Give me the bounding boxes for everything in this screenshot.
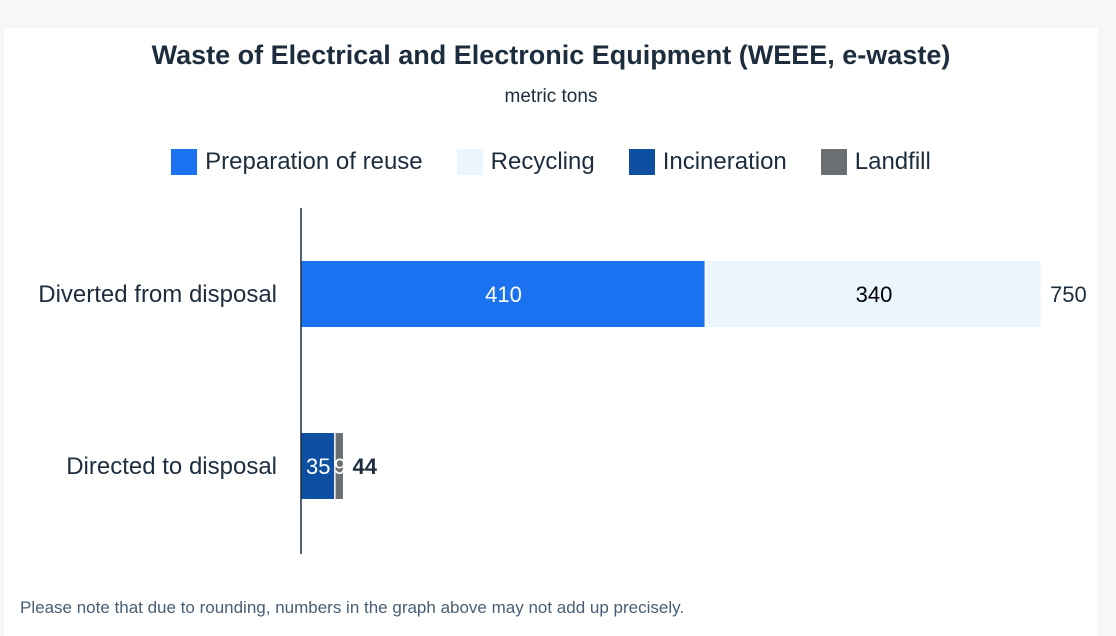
total-label-directed-to-disposal: 44 — [352, 454, 377, 479]
bar-chart-plot: Diverted from disposal 410 340 750 Directed … — [38, 208, 1087, 554]
bar-preparation-of-reuse-diverted-from-disposal[interactable] — [301, 261, 705, 327]
bar-recycling-diverted-from-disposal[interactable] — [706, 261, 1041, 327]
legend-label: Incineration — [662, 148, 787, 175]
chart-legend: Preparation of reuse Recycling Incinerat… — [4, 148, 1098, 176]
legend-label: Recycling — [490, 148, 595, 175]
legend-swatch — [820, 149, 847, 175]
legend-swatch — [628, 149, 655, 175]
legend-label: Preparation of reuse — [205, 148, 423, 175]
total-label-diverted-from-disposal: 750 — [1050, 282, 1087, 307]
data-label-recycling-diverted-from-disposal: 340 — [856, 282, 893, 307]
chart-title: Waste of Electrical and Electronic Equip… — [151, 40, 951, 70]
category-label-diverted-from-disposal: Diverted from disposal — [38, 281, 277, 308]
legend-item-incineration[interactable]: Incineration — [628, 148, 787, 176]
legend-swatch — [171, 149, 198, 175]
chart-subtitle: metric tons — [504, 86, 598, 107]
legend-item-landfill[interactable]: Landfill — [820, 148, 931, 176]
legend-item-preparation-of-reuse[interactable]: Preparation of reuse — [171, 148, 423, 176]
chart-card: Waste of Electrical and Electronic Equip… — [4, 28, 1098, 636]
legend-swatch — [456, 149, 483, 175]
data-label-preparation-of-reuse-diverted-from-disposal: 410 — [485, 282, 522, 307]
legend-label: Landfill — [854, 148, 931, 175]
bar-landfill-directed-to-disposal[interactable] — [335, 433, 343, 499]
legend-item-recycling[interactable]: Recycling — [456, 148, 595, 176]
category-label-directed-to-disposal: Directed to disposal — [66, 453, 277, 480]
data-label-landfill-directed-to-disposal: 9 — [334, 454, 346, 479]
data-label-incineration-directed-to-disposal: 35 — [306, 454, 330, 479]
bar-incineration-directed-to-disposal[interactable] — [301, 433, 335, 499]
rounding-note: Please note that due to rounding, number… — [20, 598, 685, 617]
